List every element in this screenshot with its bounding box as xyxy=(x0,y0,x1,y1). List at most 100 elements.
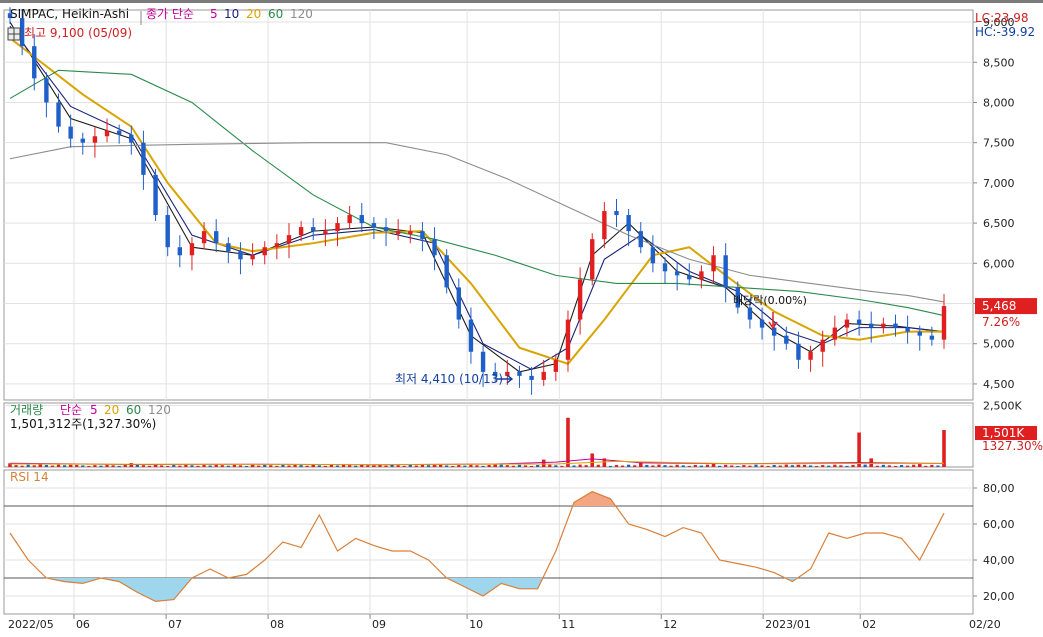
legend-ma-10: 10 xyxy=(224,7,239,21)
x-tick-label-7: 12 xyxy=(663,618,677,631)
vol-bar-52 xyxy=(323,465,327,467)
vol-bar-121 xyxy=(742,465,746,467)
rsi-line xyxy=(9,490,945,603)
vol-bar-89 xyxy=(548,464,552,467)
candle-24 xyxy=(298,227,304,236)
vol-bar-106 xyxy=(651,465,655,467)
vol-bar-122 xyxy=(748,465,752,467)
candle-61 xyxy=(747,307,753,320)
vol-bar-56 xyxy=(348,465,352,467)
candle-75 xyxy=(917,331,922,336)
candle-77 xyxy=(941,306,947,340)
hc-readout: HC:-39.92 xyxy=(975,25,1035,39)
legend-ma-20: 20 xyxy=(246,7,261,21)
candle-13 xyxy=(165,215,170,248)
vol-bar-48 xyxy=(299,465,303,467)
annotation-low-arrow xyxy=(496,374,514,384)
vol-bar-94 xyxy=(578,464,582,467)
candle-9 xyxy=(116,130,122,135)
candle-47 xyxy=(577,279,583,320)
price-y-label-0: 9,000 xyxy=(983,16,1015,29)
rsi-y-label-2: 40,00 xyxy=(983,554,1015,567)
x-tick-label-8: 2023/01 xyxy=(765,618,811,631)
vol-bar-19 xyxy=(123,464,127,467)
x-tick-label-9: 02 xyxy=(862,618,876,631)
vol-bar-139 xyxy=(851,464,855,467)
x-tick-label-4: 09 xyxy=(372,618,386,631)
vol-bar-146 xyxy=(893,465,898,467)
vol-bar-18 xyxy=(117,465,121,467)
candle-69 xyxy=(844,319,850,328)
vol-bar-138 xyxy=(845,465,849,467)
vol-bar-102 xyxy=(627,464,631,467)
rsi-over-fill-33 xyxy=(572,491,616,506)
vol-bar-83 xyxy=(511,465,515,467)
vol-bar-65 xyxy=(402,465,406,467)
vol-bar-123 xyxy=(754,464,758,467)
x-tick-label-5: 10 xyxy=(469,618,483,631)
candle-19 xyxy=(238,251,243,260)
vol-bar-51 xyxy=(317,465,321,467)
candle-10 xyxy=(129,134,134,143)
candle-5 xyxy=(68,126,73,139)
candle-50 xyxy=(614,211,619,216)
vol-bar-153 xyxy=(936,465,940,467)
vol-bar-22 xyxy=(141,465,146,467)
candle-4 xyxy=(56,102,61,127)
x-tick-label-3: 08 xyxy=(270,618,284,631)
candle-12 xyxy=(153,174,158,216)
candle-18 xyxy=(226,243,231,252)
vol-spike-0 xyxy=(8,463,12,467)
vol-bar-97 xyxy=(596,464,600,467)
candle-74 xyxy=(905,327,910,332)
candle-41 xyxy=(505,371,510,376)
candle-33 xyxy=(408,231,413,235)
vol-bar-148 xyxy=(906,465,910,467)
vol-bar-54 xyxy=(335,465,340,467)
candle-49 xyxy=(602,211,607,240)
price-y-label-8: 5,000 xyxy=(983,338,1015,351)
vol-bar-84 xyxy=(517,464,522,467)
vol-bar-135 xyxy=(827,465,831,467)
candle-28 xyxy=(347,215,352,224)
candle-70 xyxy=(856,319,862,324)
candle-72 xyxy=(881,323,886,328)
vol-bar-2 xyxy=(20,465,24,467)
vol-bar-3 xyxy=(26,464,30,467)
vol-spike-12 xyxy=(590,453,595,467)
vol-bar-100 xyxy=(614,465,619,467)
candle-48 xyxy=(590,239,595,280)
vol-bar-137 xyxy=(839,465,843,467)
vol-bar-7 xyxy=(50,465,55,467)
vol-bar-115 xyxy=(705,464,710,467)
x-tick-label-6: 11 xyxy=(561,618,575,631)
vol-bar-73 xyxy=(451,465,455,467)
vol-bar-145 xyxy=(887,465,892,467)
vol-bar-129 xyxy=(790,465,794,467)
vol-bar-125 xyxy=(766,465,770,467)
vol-bar-147 xyxy=(899,465,904,467)
candle-31 xyxy=(383,227,389,232)
vol-bar-105 xyxy=(645,464,649,467)
candle-68 xyxy=(832,327,838,340)
candle-3 xyxy=(44,78,49,103)
vol-spike-2 xyxy=(68,464,73,467)
vol-bar-132 xyxy=(808,465,813,467)
vol-legend-ma-60: 60 xyxy=(126,403,141,417)
rsi-under-fill-4 xyxy=(46,578,101,584)
vol-bar-47 xyxy=(293,464,297,467)
candle-29 xyxy=(359,215,364,224)
candle-21 xyxy=(262,247,267,256)
vol-bar-75 xyxy=(463,465,467,467)
annotation-high: 최고 9,100 (05/09) xyxy=(24,26,132,40)
candle-8 xyxy=(104,130,110,137)
x-tick-label-10: 02/20 xyxy=(969,618,1001,631)
annotation-low: 최저 4,410 (10/13) xyxy=(395,372,503,386)
vol-bar-74 xyxy=(457,465,461,467)
vol-bar-15 xyxy=(99,465,103,467)
candle-32 xyxy=(395,231,401,235)
vol-bar-53 xyxy=(329,465,334,467)
vol-bar-108 xyxy=(663,465,667,467)
vol-bar-69 xyxy=(426,465,431,467)
